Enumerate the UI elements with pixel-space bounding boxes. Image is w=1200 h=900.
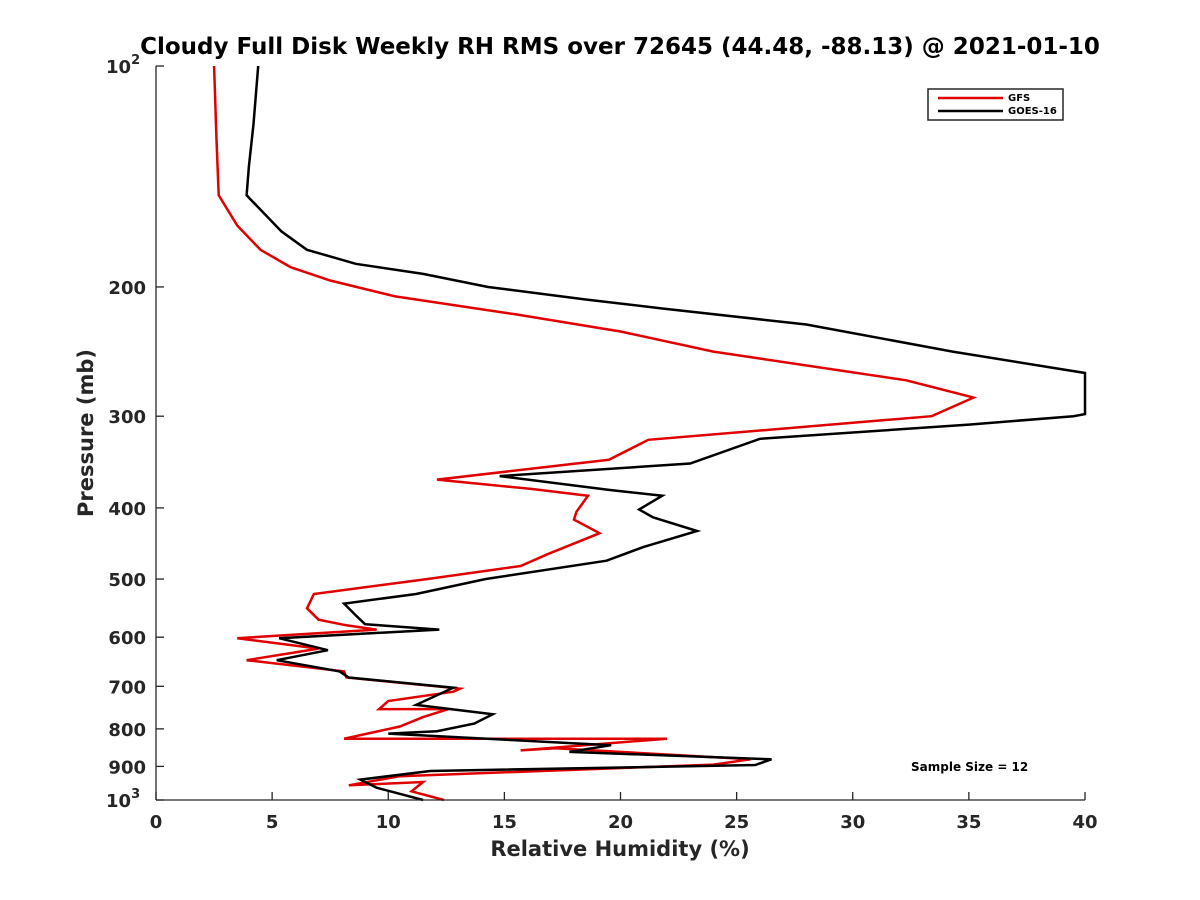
y-tick-exponent: 2: [131, 53, 140, 68]
x-tick-label: 20: [608, 812, 633, 833]
x-tick-label: 15: [492, 812, 517, 833]
chart-title: Cloudy Full Disk Weekly RH RMS over 7264…: [140, 34, 1100, 60]
y-tick-label: 102: [106, 53, 140, 78]
series-layer: [212, 65, 1087, 802]
x-tick-label: 0: [150, 812, 163, 833]
series-line-goes16: [245, 65, 1087, 802]
x-tick-label: 40: [1072, 812, 1097, 833]
plot-background: [156, 66, 1085, 800]
y-tick-label: 400: [108, 499, 146, 520]
y-tick-label: 500: [108, 570, 146, 591]
y-tick-label: 103: [106, 787, 140, 812]
x-ticks: 0 5 10 15 20 25 30 35 40: [150, 792, 1098, 833]
x-tick-label: 10: [376, 812, 401, 833]
y-tick-label: 200: [108, 278, 146, 299]
y-tick-label: 600: [108, 628, 146, 649]
sample-size-annotation: Sample Size = 12: [911, 760, 1028, 774]
x-tick-label: 30: [840, 812, 865, 833]
legend-label-gfs: GFS: [1008, 93, 1030, 104]
legend: GFS GOES-16: [927, 88, 1064, 121]
y-tick-base: 10: [106, 791, 131, 812]
series-line-gfs: [212, 65, 978, 802]
y-tick-label: 800: [108, 720, 146, 741]
y-axis-label: Pressure (mb): [74, 349, 98, 517]
y-tick-label: 900: [108, 757, 146, 778]
y-tick-label: 300: [108, 407, 146, 428]
y-tick-base: 10: [106, 57, 131, 78]
x-tick-label: 25: [724, 812, 749, 833]
y-tick-exponent: 3: [131, 787, 140, 802]
plot-area: 0 5 10 15 20 25 30 35 40 10220030040050060070080…: [106, 53, 1098, 833]
legend-label-goes16: GOES-16: [1008, 106, 1057, 117]
x-tick-label: 5: [266, 812, 279, 833]
y-tick-label: 700: [108, 677, 146, 698]
legend-box: [927, 88, 1064, 121]
x-tick-label: 35: [956, 812, 981, 833]
x-axis-label: Relative Humidity (%): [490, 837, 749, 861]
